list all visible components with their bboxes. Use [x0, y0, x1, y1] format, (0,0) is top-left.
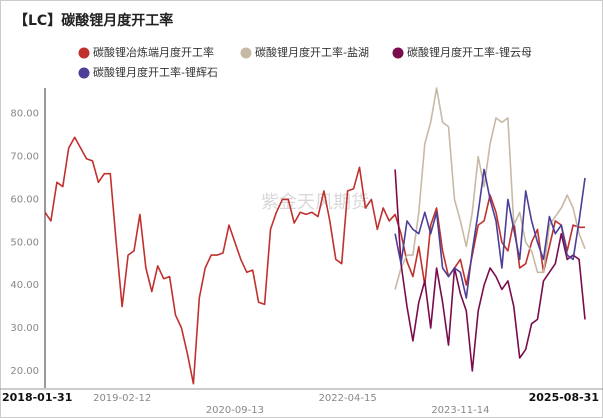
x-tick-label: 2019-02-12 [93, 393, 151, 404]
y-tick-label: 60.00 [10, 194, 39, 205]
x-tick-label: 2018-01-31 [2, 391, 72, 404]
series-line [394, 169, 586, 372]
y-tick-label: 30.00 [10, 323, 39, 334]
legend-swatch [240, 47, 252, 59]
legend-label: 碳酸锂月度开工率-锂辉石 [93, 65, 218, 79]
series-line [394, 168, 586, 299]
legend-label: 碳酸锂月度开工率-锂云母 [407, 45, 532, 59]
series-line [44, 136, 585, 385]
x-tick-label: 2025-08-31 [529, 391, 599, 404]
x-tick-label: 2022-04-15 [319, 393, 377, 404]
y-tick-label: 40.00 [10, 280, 39, 291]
legend-label: 碳酸锂月度开工率-盐湖 [255, 45, 369, 59]
legend-swatch [392, 47, 404, 59]
y-tick-label: 20.00 [10, 366, 39, 377]
legend-swatch [78, 67, 90, 79]
watermark: 紫金天风期货 [261, 192, 369, 213]
series-line [394, 87, 586, 290]
y-tick-label: 50.00 [10, 237, 39, 248]
legend-label: 碳酸锂冶炼端月度开工率 [93, 45, 214, 59]
y-tick-label: 70.00 [10, 152, 39, 163]
chart-title: 【LC】碳酸锂月度开工率 [14, 12, 173, 29]
x-tick-label: 2023-11-14 [431, 405, 489, 416]
y-tick-label: 80.00 [10, 109, 39, 120]
x-tick-label: 2020-09-13 [206, 405, 264, 416]
legend-swatch [78, 47, 90, 59]
